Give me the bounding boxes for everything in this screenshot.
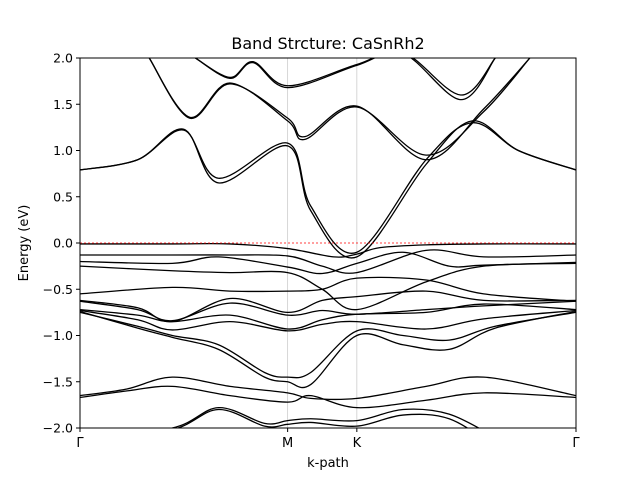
y-axis-label: Energy (eV): [17, 205, 32, 282]
band-line-19: [195, 58, 496, 101]
band-line-17: [148, 58, 531, 161]
band-line-7: [80, 303, 576, 330]
band-line-8: [80, 309, 576, 332]
band-line-4: [80, 276, 576, 302]
band-line-1: [80, 249, 576, 274]
x-tick-label-2: K: [353, 436, 362, 451]
y-tick-label-6: 1.0: [53, 143, 73, 158]
x-tick-label-3: Γ: [572, 436, 580, 451]
band-line-6: [80, 300, 576, 322]
band-line-2: [80, 251, 576, 275]
y-tick-label-3: −0.5: [43, 282, 73, 297]
x-tick-label-0: Γ: [76, 436, 84, 451]
y-tick-label-2: −1.0: [43, 328, 73, 343]
band-line-12: [80, 385, 576, 409]
band-line-13: [168, 406, 481, 428]
y-tick-label-5: 0.5: [53, 189, 73, 204]
chart-title: Band Strcture: CaSnRh2: [231, 34, 424, 53]
band-line-0: [80, 242, 576, 258]
y-tick-label-1: −1.5: [43, 374, 73, 389]
band-line-15: [80, 122, 576, 254]
band-line-9: [80, 311, 576, 379]
band-line-14: [175, 408, 469, 428]
x-axis-label: k-path: [307, 456, 349, 471]
y-tick-label-0: −2.0: [43, 421, 73, 436]
x-tick-label-1: M: [282, 436, 293, 451]
band-line-18: [148, 58, 531, 156]
y-tick-label-7: 1.5: [53, 97, 73, 112]
band-line-20: [195, 58, 496, 96]
y-tick-label-8: 2.0: [53, 51, 73, 66]
y-tick-label-4: 0.0: [53, 236, 73, 251]
bands: [80, 58, 576, 428]
band-line-10: [80, 310, 576, 389]
y-axis-ticks: −2.0 −1.5 −1.0 −0.5 0.0 0.5 1.0 1.5 2.0: [43, 51, 80, 436]
